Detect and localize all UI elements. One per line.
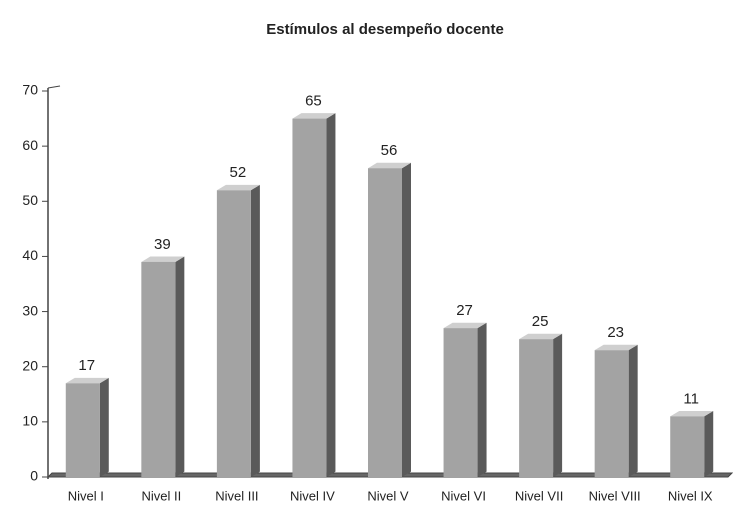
bar-top — [141, 256, 185, 262]
x-tick-label: Nivel V — [367, 488, 409, 503]
bar — [292, 118, 327, 478]
bar-top — [443, 322, 487, 329]
bar-side — [704, 410, 714, 477]
x-tick-label: Nivel VII — [515, 488, 563, 503]
value-label: 25 — [532, 313, 549, 330]
bar-top — [216, 184, 260, 191]
bar-top — [670, 410, 714, 417]
bar — [216, 190, 251, 477]
value-label: 39 — [154, 236, 171, 253]
bar-side — [99, 377, 109, 477]
bar-side — [250, 184, 260, 477]
x-tick-label: Nivel VIII — [589, 488, 641, 503]
bar-top — [519, 333, 563, 340]
bar — [141, 261, 176, 477]
bar-top — [368, 162, 411, 169]
y-tick-label: 0 — [30, 468, 38, 484]
y-tick-label: 50 — [22, 192, 38, 208]
value-label: 17 — [78, 357, 95, 374]
bar — [443, 328, 478, 477]
x-tick-label: Nivel I — [68, 488, 104, 503]
axis-wall-top — [47, 85, 61, 89]
bar-side — [326, 113, 336, 478]
bar-side — [628, 344, 638, 477]
bar-top — [594, 344, 638, 351]
bar-top — [65, 377, 109, 384]
x-tick-label: Nivel IV — [290, 488, 335, 503]
bar-side — [175, 256, 185, 477]
x-tick-label: Nivel IX — [668, 488, 713, 503]
value-label: 27 — [456, 302, 473, 319]
y-tick-label: 70 — [22, 82, 38, 98]
y-tick-label: 10 — [22, 413, 38, 429]
bar-side — [402, 162, 411, 478]
value-label: 56 — [381, 142, 398, 159]
value-label: 65 — [305, 93, 322, 110]
chart-title: Estímulos al desempeño docente — [266, 21, 504, 38]
y-tick-label: 30 — [22, 302, 38, 318]
bar — [65, 383, 100, 477]
bar-top — [292, 113, 336, 119]
y-tick-label: 40 — [22, 247, 38, 263]
x-tick-label: Nivel III — [215, 488, 258, 503]
bar — [594, 350, 629, 477]
bar — [368, 168, 402, 477]
value-label: 52 — [230, 164, 247, 181]
bar — [519, 339, 554, 477]
value-label: 11 — [683, 390, 699, 407]
y-tick-label: 20 — [22, 357, 38, 373]
x-tick-label: Nivel II — [141, 488, 181, 503]
y-tick-label: 60 — [22, 137, 38, 153]
bar — [670, 416, 705, 477]
bar-side — [553, 333, 563, 477]
value-label: 23 — [607, 324, 624, 341]
x-tick-label: Nivel VI — [441, 488, 486, 503]
bar-side — [477, 322, 487, 477]
